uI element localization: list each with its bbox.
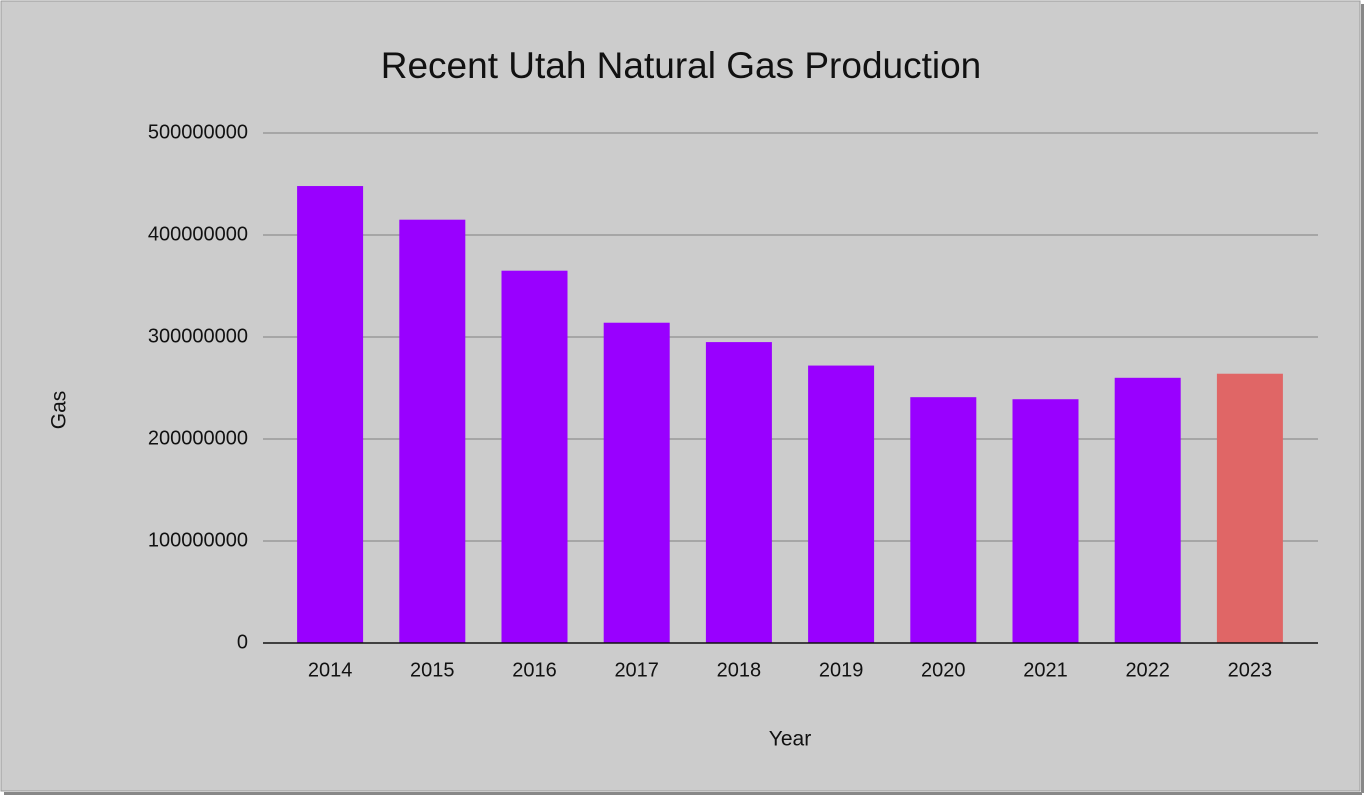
bar	[705, 342, 772, 643]
bar	[603, 322, 670, 643]
x-tick-label: 2021	[1023, 659, 1068, 681]
x-tick-label: 2018	[717, 659, 762, 681]
bar	[297, 186, 364, 644]
bar	[1114, 377, 1181, 643]
y-tick-label: 400000000	[148, 223, 248, 245]
x-tick-label: 2022	[1125, 659, 1170, 681]
y-tick-label: 200000000	[148, 427, 248, 449]
x-tick-label: 2014	[308, 659, 353, 681]
bar	[501, 270, 568, 643]
chart-title: Recent Utah Natural Gas Production	[381, 45, 982, 86]
x-tick-label: 2023	[1228, 659, 1273, 681]
y-axis-label: Gas	[48, 391, 71, 430]
y-tick-label: 500000000	[148, 121, 248, 143]
y-tick-label: 0	[237, 631, 248, 653]
x-tick-label: 2015	[410, 659, 455, 681]
x-tick-label: 2016	[512, 659, 557, 681]
bar	[1216, 373, 1283, 643]
x-axis-label: Year	[769, 728, 811, 751]
bar	[1012, 399, 1079, 643]
bar	[399, 219, 466, 643]
x-tick-label: 2017	[614, 659, 659, 681]
y-tick-label: 100000000	[148, 529, 248, 551]
bar	[808, 365, 875, 643]
bar	[910, 397, 977, 643]
x-tick-label: 2019	[819, 659, 864, 681]
x-tick-label: 2020	[921, 659, 966, 681]
y-tick-label: 300000000	[148, 325, 248, 347]
